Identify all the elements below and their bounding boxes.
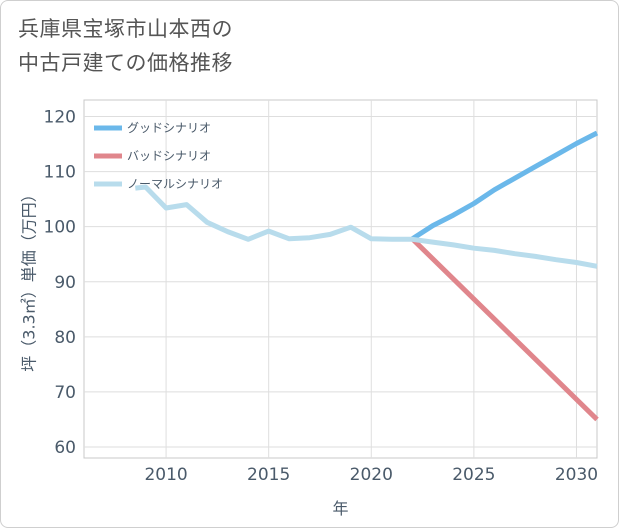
x-tick-label: 2015 [247, 465, 290, 485]
y-tick-label: 120 [44, 108, 76, 128]
x-tick-label: 2030 [555, 465, 598, 485]
y-tick-label: 90 [54, 273, 76, 293]
y-tick-label: 80 [54, 328, 76, 348]
x-tick-label: 2010 [144, 465, 187, 485]
y-tick-label: 100 [44, 218, 76, 238]
legend-label: バッドシナリオ [127, 149, 211, 163]
series-line-1 [410, 130, 599, 241]
axes: 60 70 80 90 100 110 120 2010 2015 2020 2025 2030 年 坪（… [20, 108, 599, 518]
series-lines [135, 130, 599, 422]
x-axis-label: 年 [332, 499, 348, 518]
legend-label: ノーマルシナリオ [127, 177, 223, 191]
y-tick-label: 60 [54, 438, 76, 458]
series-line-3 [135, 184, 598, 269]
series-line-2 [410, 237, 599, 422]
chart-title: 兵庫県宝塚市山本西の 中古戸建ての価格推移 [18, 17, 233, 75]
legend-label: グッドシナリオ [127, 121, 211, 135]
y-tick-label: 110 [44, 163, 76, 183]
grid-lines [83, 99, 598, 459]
y-tick-label: 70 [54, 383, 76, 403]
plot-area-border [83, 99, 598, 459]
x-tick-label: 2025 [452, 465, 495, 485]
x-tick-label: 2020 [350, 465, 393, 485]
y-axis-label: 坪（3.3㎡）単価（万円） [20, 186, 39, 371]
